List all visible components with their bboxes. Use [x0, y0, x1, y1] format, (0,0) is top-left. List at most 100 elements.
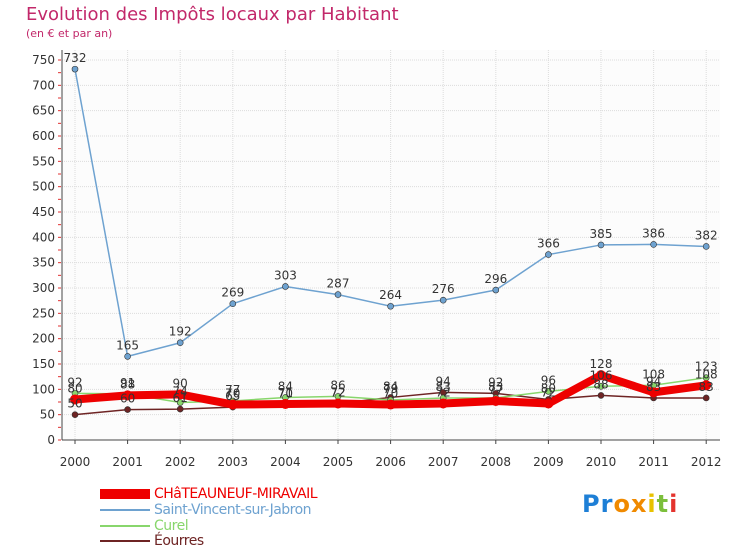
x-tick-label: 2008 [481, 455, 512, 469]
y-tick-label: 200 [32, 332, 55, 346]
x-tick-label: 2007 [428, 455, 459, 469]
data-label-curel: 108 [642, 367, 665, 381]
data-label-eourres: 92 [488, 375, 503, 389]
x-tick-label: 2009 [533, 455, 564, 469]
logo-letter: t [656, 490, 670, 518]
data-label-chateauneuf-miravail: 72 [436, 386, 451, 400]
data-label-chateauneuf-miravail: 88 [120, 377, 135, 391]
data-point-saint-vincent-sur-jabron [650, 241, 657, 248]
y-tick-label: 150 [32, 357, 55, 371]
y-tick-label: 0 [47, 433, 55, 447]
data-label-eourres: 70 [278, 387, 293, 401]
data-label-curel: 96 [541, 373, 556, 387]
data-label-eourres: 83 [699, 380, 714, 394]
x-tick-label: 2002 [165, 455, 196, 469]
data-label-curel: 83 [436, 380, 451, 394]
data-point-chateauneuf-miravail [385, 399, 396, 410]
y-tick-label: 750 [32, 53, 55, 67]
x-tick-label: 2010 [586, 455, 617, 469]
data-label-saint-vincent-sur-jabron: 165 [116, 338, 139, 352]
data-label-eourres: 65 [225, 389, 240, 403]
data-point-saint-vincent-sur-jabron [492, 286, 500, 294]
legend-label-saint-vincent-sur-jabron: Saint-Vincent-sur-Jabron [154, 502, 312, 518]
data-label-eourres: 88 [593, 377, 608, 391]
data-point-eourres [597, 392, 605, 399]
data-point-chateauneuf-miravail [280, 399, 291, 410]
data-label-curel: 106 [590, 368, 613, 382]
data-point-eourres [176, 405, 184, 413]
data-label-saint-vincent-sur-jabron: 276 [432, 282, 455, 296]
data-label-chateauneuf-miravail: 128 [590, 357, 613, 371]
data-point-chateauneuf-miravail [333, 398, 343, 409]
y-tick-label: 250 [32, 306, 55, 320]
data-point-chateauneuf-miravail [701, 380, 712, 391]
data-label-curel: 83 [488, 380, 503, 394]
data-label-curel: 74 [173, 385, 188, 399]
data-label-chateauneuf-miravail: 72 [541, 386, 556, 400]
data-point-eourres [124, 406, 131, 413]
logo-letter: P [582, 490, 601, 518]
data-label-chateauneuf-miravail: 72 [330, 386, 345, 400]
data-label-saint-vincent-sur-jabron: 732 [64, 51, 87, 65]
data-label-eourres: 72 [330, 386, 345, 400]
data-point-saint-vincent-sur-jabron [282, 283, 289, 290]
y-tick-label: 100 [32, 382, 55, 396]
logo-letter: r [600, 490, 614, 518]
data-label-saint-vincent-sur-jabron: 287 [327, 277, 350, 291]
data-label-saint-vincent-sur-jabron: 264 [379, 288, 402, 302]
data-label-chateauneuf-miravail: 108 [695, 367, 718, 381]
data-point-saint-vincent-sur-jabron [545, 251, 552, 258]
x-tick-label: 2011 [638, 455, 669, 469]
y-tick-label: 500 [32, 180, 55, 194]
y-tick-label: 400 [32, 230, 55, 244]
data-label-chateauneuf-miravail: 77 [488, 383, 503, 397]
data-label-saint-vincent-sur-jabron: 296 [484, 272, 507, 286]
data-point-chateauneuf-miravail [596, 370, 606, 381]
x-tick-label: 2005 [323, 455, 354, 469]
data-point-saint-vincent-sur-jabron [597, 241, 605, 249]
legend-swatch-curel [100, 525, 150, 527]
data-label-eourres: 60 [120, 392, 135, 406]
data-label-chateauneuf-miravail: 70 [383, 387, 398, 401]
x-tick-label: 2000 [60, 455, 91, 469]
data-point-saint-vincent-sur-jabron [334, 291, 342, 298]
data-label-saint-vincent-sur-jabron: 366 [537, 237, 560, 251]
data-point-chateauneuf-miravail [543, 398, 554, 409]
data-label-chateauneuf-miravail: 80 [67, 381, 82, 395]
legend-label-chateauneuf-miravail: CHâTEAUNEUF-MIRAVAIL [154, 486, 318, 502]
data-point-curel [545, 388, 552, 395]
y-tick-label: 650 [32, 104, 55, 118]
data-point-saint-vincent-sur-jabron [229, 300, 237, 308]
data-point-eourres [702, 394, 710, 402]
logo-letter: x [630, 490, 648, 518]
data-point-saint-vincent-sur-jabron [176, 339, 184, 347]
legend-swatch-saint-vincent-sur-jabron [100, 509, 150, 511]
legend-label-eourres: Éourres [154, 533, 204, 549]
y-tick-label: 50 [40, 408, 55, 422]
proxiti-logo: Proxiti [582, 490, 678, 518]
chart-title: Evolution des Impôts locaux par Habitant [26, 4, 399, 25]
data-point-saint-vincent-sur-jabron [124, 353, 131, 360]
data-label-chateauneuf-miravail: 90 [173, 376, 188, 390]
logo-letter: i [669, 490, 679, 518]
y-tick-label: 300 [32, 281, 55, 295]
legend-swatch-eourres [100, 540, 150, 542]
data-label-curel: 79 [383, 382, 398, 396]
y-tick-label: 450 [32, 205, 55, 219]
data-label-saint-vincent-sur-jabron: 269 [221, 286, 244, 300]
data-point-chateauneuf-miravail [122, 390, 133, 401]
data-label-eourres: 94 [436, 374, 451, 388]
data-label-curel: 91 [120, 376, 135, 390]
data-point-chateauneuf-miravail [438, 398, 449, 409]
data-point-chateauneuf-miravail [490, 395, 501, 406]
data-label-chateauneuf-miravail: 94 [646, 374, 661, 388]
legend-swatch-chateauneuf-miravail [100, 489, 150, 499]
data-point-curel [597, 382, 605, 390]
chart-subtitle: (en € et par an) [26, 27, 113, 40]
data-point-saint-vincent-sur-jabron [71, 65, 79, 73]
data-point-chateauneuf-miravail [70, 394, 80, 405]
data-point-saint-vincent-sur-jabron [387, 302, 394, 310]
data-label-eourres: 50 [67, 397, 82, 411]
